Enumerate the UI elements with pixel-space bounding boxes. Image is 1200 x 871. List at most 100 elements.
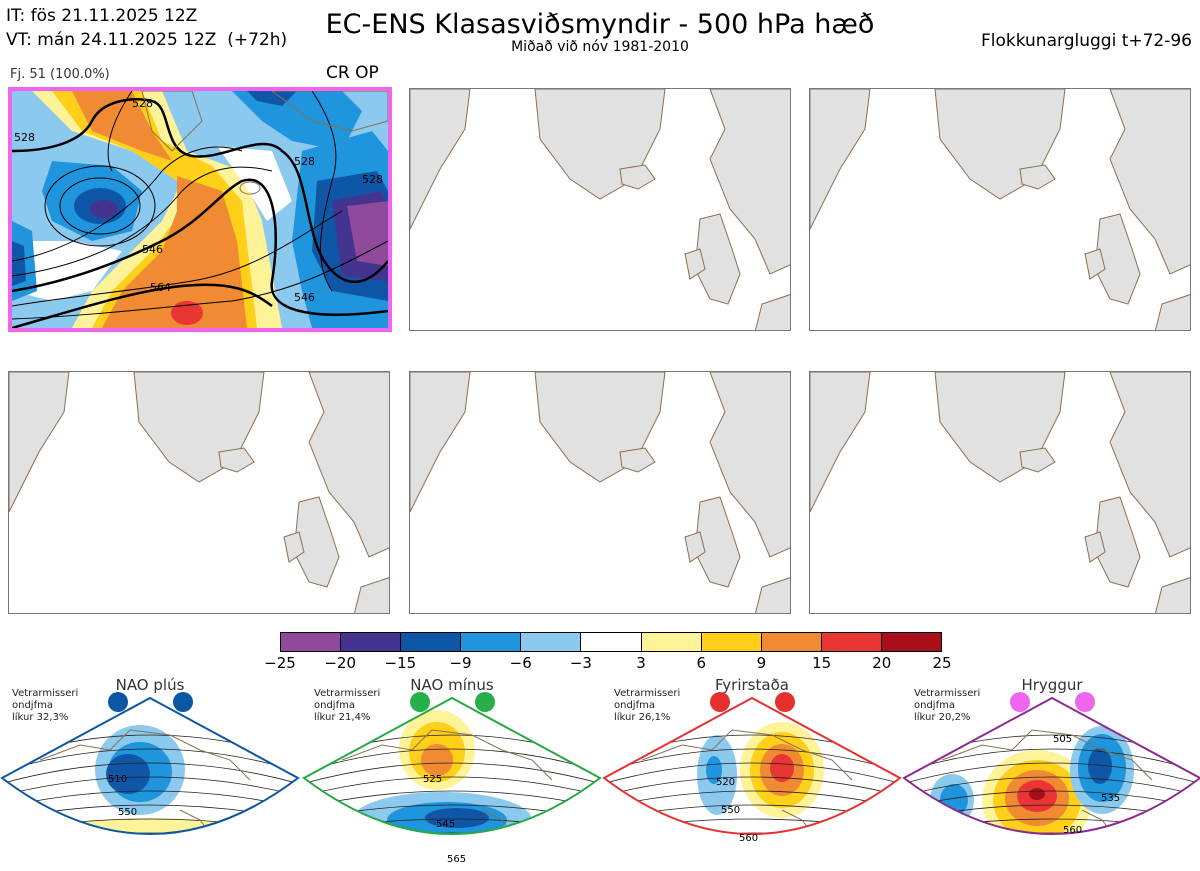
height-contour bbox=[304, 776, 600, 797]
landmass bbox=[1084, 531, 1106, 563]
landmass bbox=[709, 89, 790, 275]
colorbar-segment bbox=[581, 633, 642, 651]
contour-label: 528 bbox=[14, 131, 35, 144]
regime-panel-3[interactable]: 505 535 560 bbox=[902, 690, 1200, 870]
landmass bbox=[1109, 372, 1190, 558]
contour-label: 564 bbox=[150, 281, 171, 294]
landmass bbox=[353, 577, 389, 613]
height-contour bbox=[2, 776, 298, 797]
sector-border bbox=[902, 696, 1200, 835]
regime-center-dot bbox=[775, 692, 795, 712]
height-contour bbox=[2, 762, 298, 785]
classification-window: Flokkunargluggi t+72-96 bbox=[980, 31, 1192, 51]
height-contour bbox=[904, 762, 1200, 785]
land-outline-map bbox=[9, 372, 389, 613]
regime-panel-0[interactable]: 510 550 bbox=[0, 690, 300, 870]
height-contour bbox=[904, 748, 1200, 773]
anomaly-blob bbox=[1012, 860, 1048, 870]
member-count-label: Fj. 51 (100.0%) bbox=[10, 67, 110, 82]
regime-center-dot bbox=[173, 692, 193, 712]
landmass bbox=[9, 372, 70, 513]
landmass bbox=[1109, 89, 1190, 275]
cluster-map-panel-6[interactable] bbox=[809, 371, 1191, 614]
regime-center-dot bbox=[410, 692, 430, 712]
colorbar-tick-label: −9 bbox=[449, 654, 472, 672]
sector-border bbox=[302, 696, 602, 835]
anomaly-blob bbox=[425, 808, 489, 828]
cluster-map-panel-4[interactable] bbox=[8, 371, 390, 614]
contour-label: 545 bbox=[436, 819, 455, 830]
height-contour bbox=[602, 847, 902, 856]
anomaly-blob bbox=[706, 756, 722, 784]
height-contour bbox=[304, 762, 600, 785]
height-contour bbox=[904, 776, 1200, 797]
anomaly-blob bbox=[421, 744, 453, 776]
landmass bbox=[410, 372, 471, 513]
sector-border bbox=[602, 696, 902, 835]
cluster-map-panel-2[interactable] bbox=[409, 88, 791, 331]
regime-center-dot bbox=[710, 692, 730, 712]
initial-time: IT: fös 21.11.2025 12Z bbox=[6, 6, 198, 26]
height-contour bbox=[2, 790, 298, 809]
land-outline-map bbox=[810, 372, 1190, 613]
colorbar-segment bbox=[281, 633, 342, 651]
cluster-map-panel-3[interactable] bbox=[809, 88, 1191, 331]
contour-label: 550 bbox=[721, 805, 740, 816]
landmass bbox=[1019, 164, 1056, 190]
colorbar-segment bbox=[401, 633, 462, 651]
height-contour bbox=[902, 847, 1200, 856]
colorbar-tick-label: −25 bbox=[264, 654, 296, 672]
colorbar-segment bbox=[881, 633, 942, 651]
contour-label: 528 bbox=[132, 97, 153, 110]
colorbar-tick-label: −3 bbox=[569, 654, 592, 672]
colorbar-tick-label: −15 bbox=[384, 654, 417, 672]
regime-sector-map: 520 550 560 bbox=[602, 692, 902, 856]
sector-border bbox=[0, 696, 300, 835]
colorbar-segment bbox=[761, 633, 822, 651]
landmass bbox=[754, 294, 790, 330]
colorbar-tick-label: 6 bbox=[696, 654, 707, 672]
landmass bbox=[1084, 248, 1106, 280]
colorbar-segment bbox=[521, 633, 582, 651]
colorbar-tick-label: 20 bbox=[872, 654, 892, 672]
regime-panel-1[interactable]: 525 545 565 bbox=[302, 690, 602, 870]
regime-panel-2[interactable]: 520 550 560 bbox=[602, 690, 902, 870]
regime-title: NAO plús bbox=[115, 676, 185, 694]
cluster-map-panel-5[interactable] bbox=[409, 371, 791, 614]
height-contour bbox=[604, 762, 900, 785]
anomaly-blob bbox=[20, 818, 280, 834]
anomaly-colorbar bbox=[280, 632, 942, 652]
land-outline-map bbox=[810, 89, 1190, 330]
regime-probability-info: Vetrarmisseri ondjfma líkur 20,2% bbox=[914, 688, 981, 723]
valid-time: VT: mán 24.11.2025 12Z (+72h) bbox=[6, 30, 288, 50]
land-outline-map bbox=[410, 89, 790, 330]
anomaly-map bbox=[12, 91, 388, 328]
contour-label: 560 bbox=[1063, 825, 1082, 836]
contour-label: 525 bbox=[423, 774, 442, 785]
landmass bbox=[308, 372, 389, 558]
height-contour bbox=[904, 790, 1200, 809]
regime-probability-info: Vetrarmisseri ondjfma líkur 32,3% bbox=[12, 688, 79, 723]
landmass bbox=[684, 248, 706, 280]
land-outline-map bbox=[410, 372, 790, 613]
landmass bbox=[619, 447, 656, 473]
colorbar-segment bbox=[461, 633, 522, 651]
cluster-tag: CR OP bbox=[326, 63, 379, 83]
colorbar-tick-label: 3 bbox=[636, 654, 646, 672]
colorbar-tick-label: −20 bbox=[324, 654, 356, 672]
landmass bbox=[810, 372, 871, 513]
colorbar-tick-label: 9 bbox=[756, 654, 767, 672]
contour-label: 510 bbox=[108, 774, 127, 785]
cluster-map-panel-1[interactable]: 528 528 528 528 546 564 546 bbox=[8, 87, 392, 332]
landmass bbox=[283, 531, 305, 563]
contour-label: 528 bbox=[362, 173, 383, 186]
anomaly-blob bbox=[770, 754, 794, 782]
colorbar-tick-label: 25 bbox=[932, 654, 952, 672]
colorbar-segment bbox=[341, 633, 402, 651]
height-contour bbox=[2, 748, 298, 773]
regime-title: NAO mínus bbox=[410, 676, 494, 694]
regime-probability-info: Vetrarmisseri ondjfma líkur 21,4% bbox=[314, 688, 381, 723]
height-contour bbox=[304, 790, 600, 809]
regime-sector-map: 510 550 bbox=[0, 692, 300, 835]
landmass bbox=[754, 577, 790, 613]
